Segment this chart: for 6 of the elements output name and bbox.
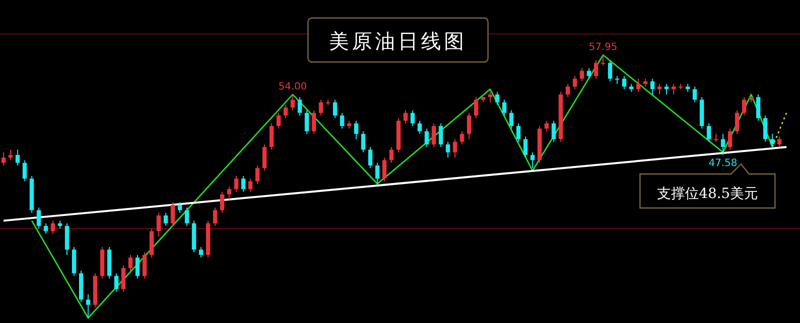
annotation: 57.95	[588, 42, 618, 53]
title: 美原油日线图	[307, 17, 489, 63]
annotation: 54.00	[278, 81, 308, 92]
annotation: 47.58	[708, 158, 738, 169]
annotation: 支撑位48.5美元	[656, 186, 758, 202]
chart-title: 美原油日线图	[329, 29, 467, 53]
